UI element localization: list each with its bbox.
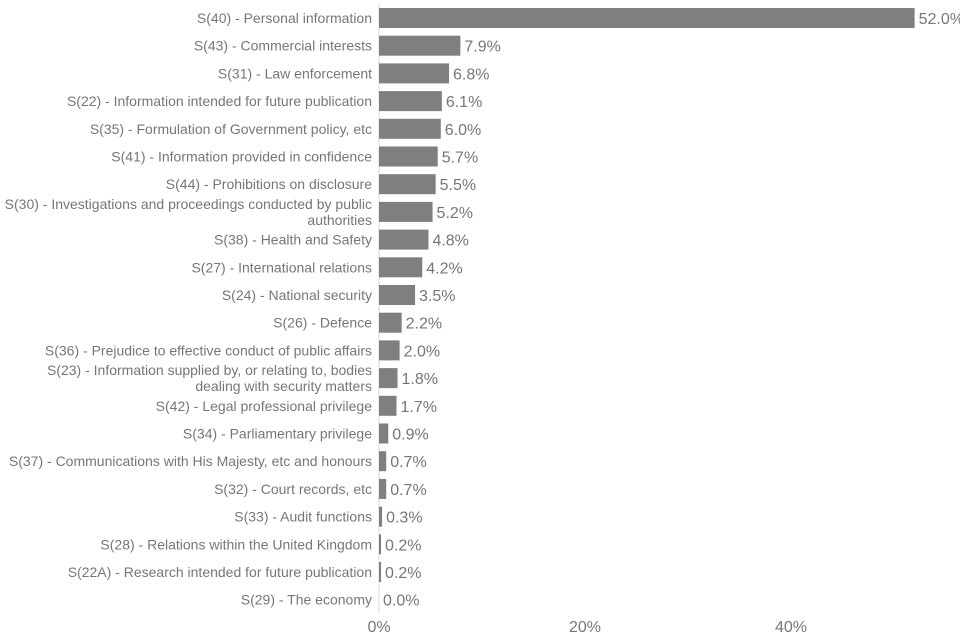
- category-label: S(28) - Relations within the United King…: [100, 536, 372, 552]
- category-label: S(22A) - Research intended for future pu…: [68, 564, 372, 580]
- data-label: 4.8%: [432, 233, 468, 250]
- data-label: 1.8%: [402, 371, 438, 388]
- x-tick-label: 0%: [367, 619, 390, 636]
- category-label: S(31) - Law enforcement: [218, 65, 372, 81]
- x-tick-label: 40%: [775, 619, 807, 636]
- category-label: S(23) - Information supplied by, or rela…: [47, 362, 372, 394]
- bar: [379, 423, 389, 444]
- data-label: 5.2%: [437, 205, 473, 222]
- category-label: S(24) - National security: [222, 287, 372, 303]
- bar: [379, 174, 436, 195]
- bar: [379, 201, 433, 222]
- data-label: 2.0%: [404, 343, 440, 360]
- bar: [379, 340, 400, 361]
- category-label: S(43) - Commercial interests: [194, 38, 372, 54]
- bar: [379, 534, 382, 555]
- category-label: S(33) - Audit functions: [234, 509, 372, 525]
- bar: [379, 91, 442, 112]
- data-label: 0.9%: [392, 427, 428, 444]
- bar: [379, 312, 402, 333]
- bar: [379, 8, 915, 28]
- bar: [379, 368, 398, 389]
- bar: [379, 229, 429, 250]
- bar: [379, 63, 450, 84]
- bar: [379, 395, 397, 416]
- data-label: 4.2%: [426, 260, 462, 277]
- x-tick-label: 20%: [569, 619, 601, 636]
- bar: [379, 146, 438, 167]
- bar: [379, 35, 461, 56]
- data-label: 5.5%: [440, 177, 476, 194]
- bar: [379, 562, 382, 582]
- data-label: 3.5%: [419, 288, 455, 305]
- bar: [379, 478, 387, 499]
- category-label: S(44) - Prohibitions on disclosure: [166, 176, 372, 192]
- category-label: S(40) - Personal information: [197, 10, 372, 26]
- data-label: 1.7%: [401, 399, 437, 416]
- data-label: 6.0%: [445, 122, 481, 139]
- data-label: 0.3%: [386, 510, 422, 527]
- data-label: 5.7%: [442, 150, 478, 167]
- category-label: S(22) - Information intended for future …: [67, 93, 372, 109]
- bar: [379, 451, 387, 472]
- category-label: S(29) - The economy: [241, 592, 372, 608]
- data-label: 0.7%: [390, 482, 426, 499]
- category-label: S(36) - Prejudice to effective conduct o…: [45, 342, 372, 358]
- category-label: S(37) - Communications with His Majesty,…: [9, 453, 372, 469]
- data-label: 2.2%: [406, 316, 442, 333]
- data-label: 0.0%: [383, 593, 419, 610]
- category-label: S(30) - Investigations and proceedings c…: [5, 196, 372, 228]
- data-label: 0.2%: [385, 537, 421, 554]
- category-label: S(41) - Information provided in confiden…: [111, 149, 372, 165]
- data-label: 7.9%: [464, 39, 500, 56]
- data-label: 6.8%: [453, 66, 489, 83]
- bar: [379, 506, 383, 527]
- category-label: S(42) - Legal professional privilege: [156, 398, 373, 414]
- category-label: S(35) - Formulation of Government policy…: [90, 121, 372, 137]
- data-label: 0.2%: [385, 565, 421, 582]
- bar: [379, 257, 423, 278]
- category-label: S(26) - Defence: [273, 315, 372, 331]
- category-label: S(32) - Court records, etc: [214, 481, 372, 497]
- bar: [379, 285, 416, 305]
- bar: [379, 118, 441, 139]
- category-label: S(34) - Parliamentary privilege: [183, 426, 372, 442]
- category-label: S(27) - International relations: [191, 259, 372, 275]
- data-label: 0.7%: [390, 454, 426, 471]
- data-label: 52.0%: [919, 11, 960, 28]
- data-label: 6.1%: [446, 94, 482, 111]
- category-label: S(38) - Health and Safety: [214, 232, 372, 248]
